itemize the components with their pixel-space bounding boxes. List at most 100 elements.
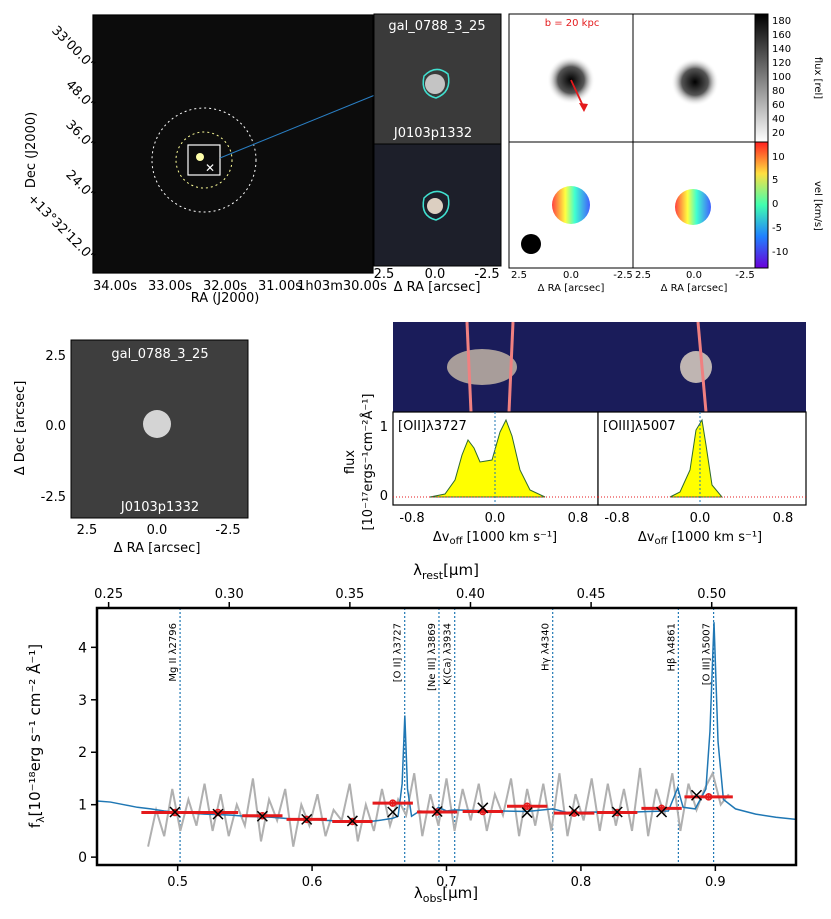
big-cutout-galaxy-id: gal_0788_3_25 <box>111 347 208 362</box>
big-cutout-xtick-2: -2.5 <box>215 523 240 538</box>
profile-xtick: 0.8 <box>773 511 794 526</box>
oii-fill <box>429 418 546 498</box>
flux-cbar-tick: 120 <box>772 58 791 69</box>
vel-cbar-tick: -5 <box>772 223 782 234</box>
top-xlabel-main: λ <box>413 561 422 579</box>
profile-xlabel-right: Δvoff [1000 km s⁻¹] <box>638 530 762 547</box>
model-photometry-marker <box>256 810 268 822</box>
oii-panel-label: [OII]λ3727 <box>398 419 467 434</box>
map-xtick-1: 0.0 <box>563 270 579 281</box>
flux-cbar-tick: 160 <box>772 30 791 41</box>
spectrum-xlabel: λobs[µm] <box>414 884 478 905</box>
qso-marker: ✕ <box>205 161 215 175</box>
outer-search-circle <box>151 107 257 213</box>
vel-cbar-tick: 10 <box>772 152 785 163</box>
model-photometry-marker <box>690 789 703 801</box>
photometry-point <box>258 811 267 820</box>
photometry-point <box>214 808 222 817</box>
ra-tick-0: 34.00s <box>93 279 137 294</box>
xlabel-unit: [µm] <box>442 884 478 902</box>
profile-ylabel-2: [10⁻¹⁷ergs⁻¹cm⁻²Å⁻¹] <box>360 393 376 530</box>
big-cutout-xtick-1: 0.0 <box>147 523 168 538</box>
top-x-tick-label: 0.30 <box>215 587 244 602</box>
spectrum-ylabel: fλ[10⁻¹⁸erg s⁻¹ cm⁻² Å⁻¹] <box>25 644 47 828</box>
vel-data-blob <box>552 186 590 224</box>
cutout-box <box>187 144 221 176</box>
photometry-point <box>388 799 397 807</box>
dec-axis-label: Dec (J2000) <box>24 112 39 188</box>
xlabel-main: λ <box>414 884 423 902</box>
profile-xlabel-unit: [1000 km s⁻¹] <box>462 530 557 545</box>
galaxy-source <box>196 153 204 161</box>
top-x-tick-label: 0.25 <box>94 587 123 602</box>
profile-ylabel-1: flux <box>343 450 358 474</box>
oiii-panel-label: [OIII]λ5007 <box>603 419 676 434</box>
cutout-xtick-2: -2.5 <box>474 267 499 282</box>
model-photometry-marker <box>568 805 580 817</box>
spectrum-top-xlabel: λrest[µm] <box>413 561 479 582</box>
top-xlabel-sub: rest <box>422 569 444 582</box>
cutout-color-source <box>427 198 443 214</box>
photometry-point <box>348 817 357 826</box>
profile-xlabel-main: Δv <box>433 530 450 545</box>
profile-ytick-1: 1 <box>380 420 388 435</box>
big-cutout-panel: gal_0788_3_25 J0103p1332 2.5 0.0 -2.5 2.… <box>13 339 249 556</box>
cutout-galaxy-id: gal_0788_3_25 <box>388 19 485 34</box>
y-tick-label: 1 <box>78 798 87 814</box>
x-tick-label: 0.6 <box>302 875 323 890</box>
cutout-gray-contour <box>422 68 450 99</box>
ra-tick-3: 31.00s <box>258 279 302 294</box>
emission-line-label: [Ne III] λ3869 <box>427 623 438 691</box>
impact-label: b = 20 kpc <box>545 18 600 29</box>
flux-cbar-label: flux [rel] <box>812 57 823 99</box>
photometry-point <box>704 793 713 801</box>
emission-line-label: Hγ λ4340 <box>541 623 552 671</box>
flux-cbar-tick: 100 <box>772 72 791 83</box>
xlabel-sub: obs <box>423 892 443 905</box>
emission-line-label: [O II] λ3727 <box>393 623 404 682</box>
big-cutout-ytick-0: 2.5 <box>45 349 66 364</box>
ylabel-main: f <box>26 822 44 828</box>
map-xtick-2: -2.5 <box>613 270 633 281</box>
flux-model-blob <box>671 58 719 106</box>
map-xtick-3: 2.5 <box>635 270 651 281</box>
map-xtick-4: 0.0 <box>686 270 702 281</box>
model-photometry-marker <box>169 806 181 818</box>
vel-cbar-tick: 5 <box>772 175 778 186</box>
flux-cbar-tick: 80 <box>772 86 785 97</box>
ra-tick-2: 32.00s <box>203 279 247 294</box>
y-tick-label: 0 <box>78 850 87 866</box>
cutout-xtick-0: 2.5 <box>374 267 395 282</box>
model-photometry-marker <box>387 806 399 818</box>
cutout-xlabel: Δ RA [arcsec] <box>394 280 481 295</box>
model-photometry-marker <box>346 815 358 827</box>
profile-xlabel-main: Δv <box>638 530 655 545</box>
spec2d-oii-emission <box>447 349 517 385</box>
photometry-point <box>302 815 311 824</box>
inner-search-circle <box>175 131 233 189</box>
vel-model-blob <box>675 189 711 225</box>
emission-line-label: Mg II λ2796 <box>168 623 179 682</box>
big-cutout-ytick-2: -2.5 <box>41 490 66 505</box>
emission-line-label: Hβ λ4861 <box>666 623 677 671</box>
slit-trace <box>696 321 708 413</box>
flux-cbar-ticks: 180 160 140 120 100 80 60 40 20 <box>772 16 791 139</box>
photometry-layer <box>141 789 733 827</box>
line-profiles: [OII]λ3727 [OIII]λ5007 1 0 flux [10⁻¹⁷er… <box>343 321 807 547</box>
ra-axis-label: RA (J2000) <box>191 291 260 306</box>
flux-cbar-tick: 180 <box>772 16 791 27</box>
flux-cbar-tick: 20 <box>772 128 785 139</box>
slit-trace <box>507 321 515 413</box>
y-tick-label: 4 <box>78 640 87 656</box>
zoom-line <box>219 94 376 159</box>
spectrum-frame <box>95 606 798 867</box>
map-xtick-0: 2.5 <box>511 270 527 281</box>
y-tick-label: 2 <box>78 745 87 761</box>
profile-xtick: -0.8 <box>604 511 629 526</box>
map-xtick-5: -2.5 <box>735 270 755 281</box>
ylabel-unit: [10⁻¹⁸erg s⁻¹ cm⁻² Å⁻¹] <box>25 644 44 816</box>
psf-circle <box>521 234 541 254</box>
photometry-point <box>523 802 531 811</box>
data-spectrum-layer <box>147 767 730 847</box>
